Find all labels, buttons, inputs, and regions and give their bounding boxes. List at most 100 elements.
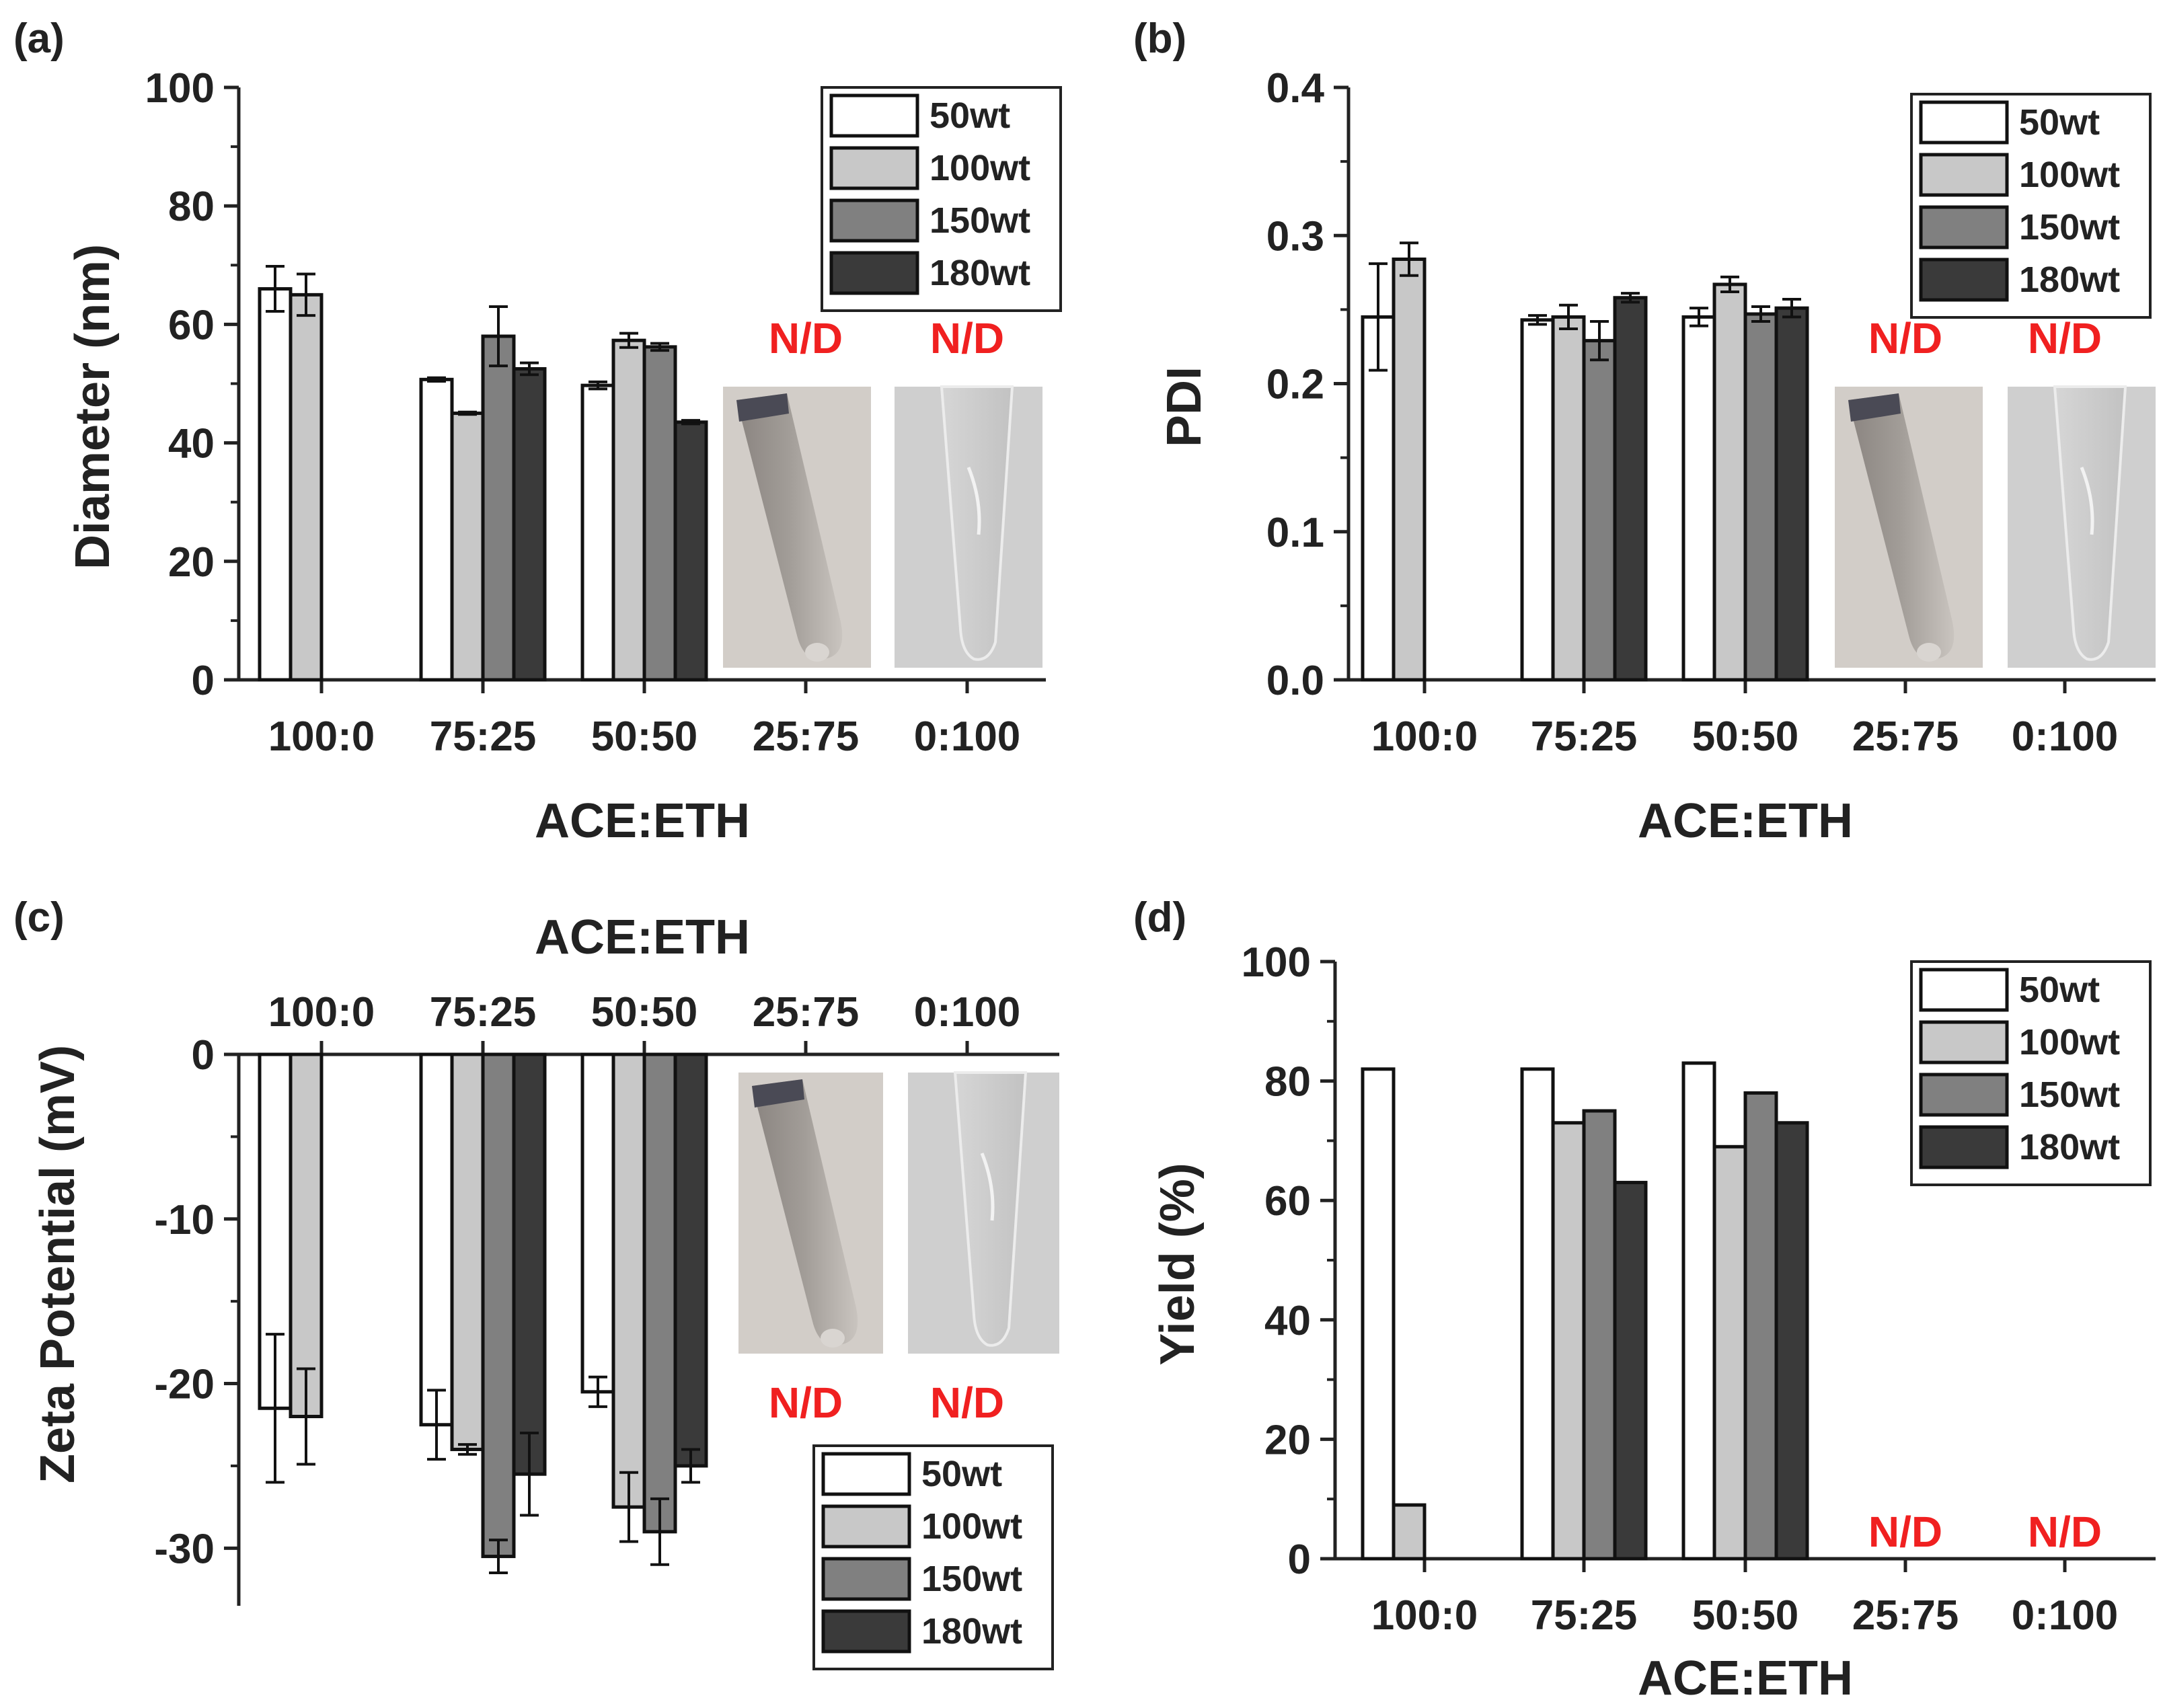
nd-label-25:75: N/D bbox=[1868, 1508, 1942, 1556]
nd-label-25:75: N/D bbox=[769, 1379, 843, 1427]
legend-swatch-50wt bbox=[821, 1452, 911, 1496]
panel-c-zeta-chart: Zeta Potential (mV) ACE:ETH 0 -10 -20 -30 10… bbox=[31, 910, 1059, 1670]
bar-100wt-100:0 bbox=[289, 1052, 324, 1419]
bar-150wt-75:25 bbox=[481, 334, 516, 682]
legend-label-100wt: 100wt bbox=[921, 1506, 1022, 1547]
y-tick-label: 0 bbox=[1288, 1537, 1311, 1583]
bar-100wt-100:0 bbox=[1392, 257, 1427, 682]
nd-label-0:100: N/D bbox=[930, 314, 1004, 362]
legend-label-180wt: 180wt bbox=[2019, 260, 2120, 300]
y-tick-label: 0.3 bbox=[1266, 213, 1324, 260]
bar-180wt-50:50 bbox=[1774, 1121, 1809, 1561]
bar-50wt-100:0 bbox=[258, 287, 293, 682]
y-axis-label: Yield (%) bbox=[1151, 1163, 1205, 1365]
y-tick-label: 20 bbox=[1264, 1417, 1311, 1463]
legend-swatch-50wt bbox=[1919, 968, 2009, 1012]
panel-label-d: (d) bbox=[1133, 894, 1186, 941]
legend-label-150wt: 150wt bbox=[2019, 207, 2120, 247]
legend-label-100wt: 100wt bbox=[2019, 1022, 2120, 1062]
y-tick-label: -20 bbox=[154, 1362, 215, 1408]
x-tick-label: 50:50 bbox=[591, 989, 698, 1036]
panel-label-c: (c) bbox=[13, 894, 65, 941]
bar-180wt-50:50 bbox=[673, 420, 708, 682]
x-tick-label: 100:0 bbox=[268, 989, 375, 1036]
legend-label-50wt: 50wt bbox=[2019, 970, 2100, 1010]
x-tick-label: 75:25 bbox=[1531, 1592, 1638, 1639]
legend-label-180wt: 180wt bbox=[921, 1611, 1022, 1652]
y-tick-label: 0.4 bbox=[1266, 65, 1325, 112]
x-tick-label: 25:75 bbox=[1852, 713, 1959, 760]
x-tick-label: 75:25 bbox=[430, 989, 537, 1036]
bar-100wt-100:0 bbox=[1392, 1503, 1427, 1561]
legend-label-150wt: 150wt bbox=[929, 200, 1030, 241]
tube-photo-turbid-c bbox=[738, 1073, 883, 1354]
bar-180wt-50:50 bbox=[673, 1052, 708, 1468]
y-tick-label: 40 bbox=[168, 421, 215, 467]
y-tick-label: 80 bbox=[1264, 1059, 1311, 1105]
x-axis-label: ACE:ETH bbox=[535, 794, 750, 848]
bar-150wt-75:25 bbox=[1582, 339, 1617, 682]
panel-label-a: (a) bbox=[13, 15, 65, 62]
bar-50wt-75:25 bbox=[419, 1052, 454, 1427]
nd-label-0:100: N/D bbox=[2028, 1508, 2102, 1556]
bar-100wt-50:50 bbox=[611, 338, 646, 682]
legend-swatch-150wt bbox=[1919, 205, 2009, 249]
bar-100wt-50:50 bbox=[611, 1052, 646, 1509]
legend-swatch-100wt bbox=[1919, 1020, 2009, 1064]
y-tick-label: 60 bbox=[168, 302, 215, 348]
panel-d-yield-chart: Yield (%) ACE:ETH 0 20 40 60 80 100 100:0 75:25… bbox=[1151, 939, 2156, 1705]
panel-a-diameter-chart: Diameter (nm) ACE:ETH 0 20 40 60 80 100 100:0 7… bbox=[66, 65, 1062, 848]
legend-swatch-180wt bbox=[1919, 258, 2009, 302]
x-tick-label: 50:50 bbox=[1692, 1592, 1799, 1639]
x-tick-label: 75:25 bbox=[430, 713, 537, 760]
x-tick-label: 100:0 bbox=[1371, 713, 1478, 760]
y-tick-label: 20 bbox=[168, 539, 215, 586]
tube-photo-clear-a bbox=[895, 385, 1042, 668]
bar-50wt-50:50 bbox=[1681, 1061, 1716, 1561]
legend-swatch-100wt bbox=[829, 146, 919, 190]
x-tick-label: 100:0 bbox=[268, 713, 375, 760]
bar-180wt-50:50 bbox=[1774, 306, 1809, 682]
bar-150wt-50:50 bbox=[1743, 1091, 1778, 1561]
x-axis-label: ACE:ETH bbox=[535, 910, 750, 964]
bar-180wt-75:25 bbox=[1613, 1181, 1648, 1561]
tube-photo-turbid-b bbox=[1835, 387, 1983, 668]
x-tick-label: 50:50 bbox=[1692, 713, 1799, 760]
y-tick-label: 0.1 bbox=[1266, 510, 1324, 556]
bar-150wt-75:25 bbox=[1582, 1109, 1617, 1561]
legend-swatch-50wt bbox=[829, 93, 919, 138]
y-tick-label: 0.0 bbox=[1266, 658, 1324, 704]
bar-50wt-75:25 bbox=[1520, 1067, 1555, 1561]
x-axis-label: ACE:ETH bbox=[1638, 1652, 1853, 1705]
tube-photo-clear-c bbox=[908, 1071, 1059, 1354]
legend-label-50wt: 50wt bbox=[921, 1454, 1002, 1494]
y-axis-label: Zeta Potential (mV) bbox=[31, 1045, 85, 1483]
legend-label-150wt: 150wt bbox=[2019, 1075, 2120, 1115]
legend-swatch-180wt bbox=[821, 1609, 911, 1654]
panel-label-b: (b) bbox=[1133, 15, 1186, 62]
x-tick-label: 50:50 bbox=[591, 713, 698, 760]
bar-50wt-75:25 bbox=[419, 377, 454, 682]
legend-label-100wt: 100wt bbox=[929, 148, 1030, 188]
legend-label-180wt: 180wt bbox=[929, 253, 1030, 293]
legend-swatch-50wt bbox=[1919, 100, 2009, 145]
legend-label-180wt: 180wt bbox=[2019, 1127, 2120, 1167]
y-tick-label: -10 bbox=[154, 1197, 215, 1243]
y-tick-label: 100 bbox=[145, 65, 215, 112]
x-tick-label: 0:100 bbox=[914, 989, 1021, 1036]
x-tick-label: 75:25 bbox=[1531, 713, 1638, 760]
tube-photo-clear-b bbox=[2008, 385, 2156, 668]
bar-100wt-100:0 bbox=[289, 293, 324, 682]
bar-50wt-50:50 bbox=[580, 1052, 615, 1394]
x-tick-label: 100:0 bbox=[1371, 1592, 1478, 1639]
bar-100wt-75:25 bbox=[450, 1052, 485, 1451]
legend-label-50wt: 50wt bbox=[929, 95, 1010, 136]
y-axis-label: Diameter (nm) bbox=[66, 244, 120, 570]
bar-50wt-50:50 bbox=[580, 383, 615, 682]
bar-100wt-75:25 bbox=[1551, 1121, 1586, 1561]
y-tick-label: 100 bbox=[1242, 939, 1311, 986]
x-tick-label: 25:75 bbox=[753, 989, 860, 1036]
y-tick-label: 0 bbox=[192, 1032, 215, 1079]
bar-100wt-50:50 bbox=[1712, 282, 1747, 682]
